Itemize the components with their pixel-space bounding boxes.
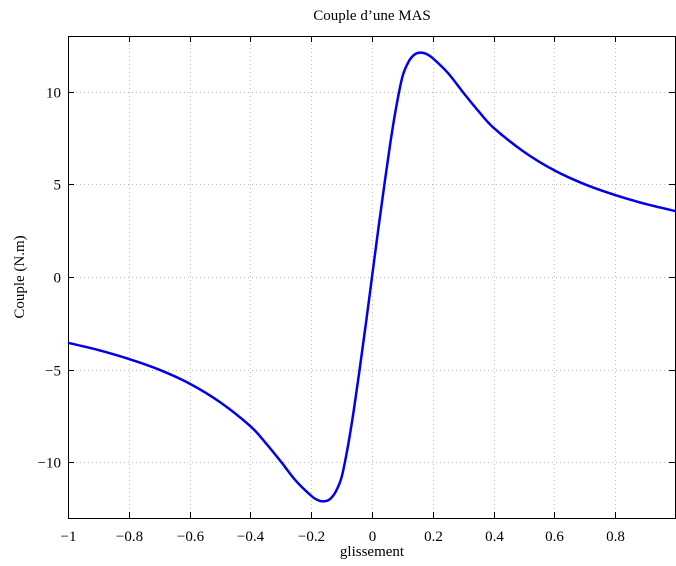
chart-title: Couple d’une MAS: [313, 8, 431, 24]
x-axis-tick-labels: −1 −0.8 −0.6 −0.4 −0.2 0 0.2 0.4 0.6 0.8: [61, 529, 625, 545]
x-tick-label: −0.8: [116, 529, 143, 545]
x-tick-label: −0.4: [237, 529, 265, 545]
x-tick-label: 0.4: [485, 529, 504, 545]
x-tick-label: −0.2: [298, 529, 325, 545]
x-tick-label: 0.6: [545, 529, 564, 545]
y-tick-label: −5: [45, 364, 61, 380]
x-tick-label: −0.6: [177, 529, 205, 545]
axis-ticks: [68, 36, 675, 518]
x-tick-label: 0.2: [424, 529, 443, 545]
y-tick-label: 10: [46, 86, 61, 102]
y-tick-label: −10: [38, 456, 61, 472]
y-axis-title: Couple (N.m): [12, 235, 28, 318]
x-tick-label: 0.8: [606, 529, 625, 545]
x-axis-title: glissement: [340, 544, 405, 560]
x-tick-label: 0: [369, 529, 377, 545]
series-line: [67, 51, 676, 503]
x-tick-label: −1: [61, 529, 77, 545]
y-tick-label: 5: [54, 178, 62, 194]
y-tick-label: 0: [54, 271, 62, 287]
y-axis-tick-labels: −10 −5 0 5 10: [38, 86, 61, 472]
